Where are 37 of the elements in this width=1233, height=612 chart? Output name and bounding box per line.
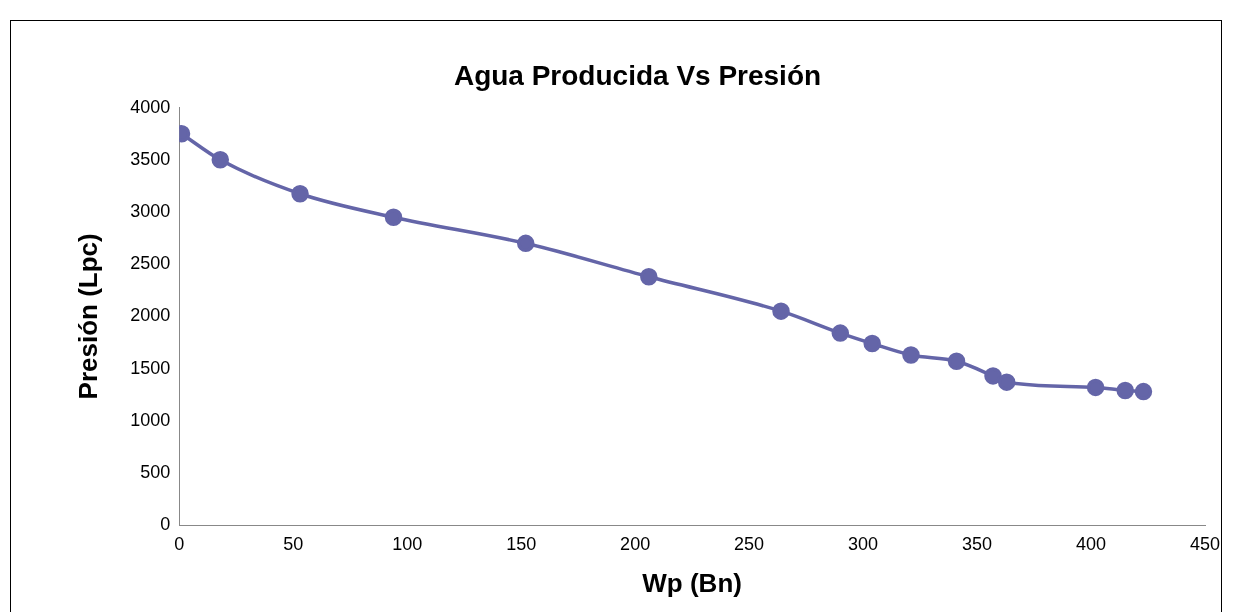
- y-tick-label: 500: [140, 461, 171, 482]
- point: [211, 151, 230, 169]
- point: [291, 184, 309, 203]
- y-tick-label: 2000: [130, 305, 171, 326]
- point: [947, 352, 966, 371]
- x-tick-label: 100: [392, 533, 423, 554]
- x-axis-title: Wp (Bn): [642, 567, 742, 598]
- x-tick-label: 400: [1076, 533, 1107, 554]
- x-tick-label: 250: [734, 533, 765, 554]
- y-tick-label: 0: [160, 514, 171, 535]
- point: [831, 324, 850, 342]
- x-tick-label: 150: [506, 533, 537, 554]
- y-tick-label: 3000: [130, 200, 171, 221]
- chart-title: Agua Producida Vs Presión: [453, 59, 822, 91]
- x-tick-label: 300: [848, 533, 879, 554]
- point: [772, 302, 790, 320]
- point: [1116, 381, 1134, 400]
- point: [1086, 378, 1105, 397]
- y-tick-label: 4000: [130, 96, 171, 117]
- x-tick-label: 0: [174, 533, 185, 554]
- point: [1134, 382, 1153, 401]
- point: [516, 234, 535, 253]
- x-tick-label: 450: [1189, 533, 1221, 554]
- y-tick-label: 1500: [130, 357, 171, 378]
- y-axis-title: Presión (Lpc): [72, 233, 103, 400]
- y-tick-label: 3500: [130, 148, 171, 169]
- y-tick-label: 1000: [130, 409, 171, 430]
- y-tick-label: 2500: [130, 253, 171, 274]
- x-tick-label: 200: [620, 533, 651, 554]
- x-tick-label: 350: [962, 533, 993, 554]
- point: [640, 267, 658, 286]
- point: [984, 367, 1002, 385]
- x-tick-label: 50: [283, 533, 304, 554]
- point: [863, 334, 881, 353]
- point: [902, 346, 920, 364]
- point: [997, 373, 1016, 391]
- point: [384, 208, 403, 226]
